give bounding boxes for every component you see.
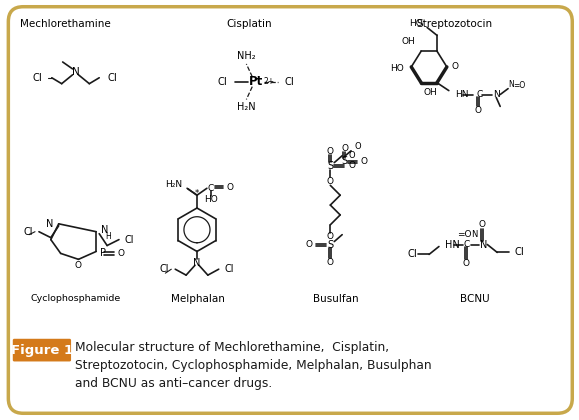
Text: Cl: Cl [218,77,228,87]
Text: Molecular structure of Mechlorethamine,  Cisplatin,
Streptozotocin, Cyclophospha: Molecular structure of Mechlorethamine, … [75,341,432,390]
Text: C: C [463,240,470,249]
Text: O: O [348,161,355,170]
Text: C: C [208,184,214,193]
Text: *: * [195,189,199,198]
Text: N: N [193,258,201,268]
Text: N: N [508,80,514,89]
Text: Cl: Cl [32,73,42,83]
Text: H: H [105,232,111,241]
Text: P: P [100,248,106,258]
Text: O: O [475,106,482,115]
Text: C: C [477,90,483,99]
Text: HN: HN [455,90,468,99]
Text: Cl: Cl [225,264,234,274]
Text: Melphalan: Melphalan [171,294,225,304]
Text: N: N [101,225,108,235]
Text: O: O [361,157,368,166]
Text: OH: OH [423,88,437,97]
Text: H₂N: H₂N [165,180,182,189]
FancyBboxPatch shape [8,7,572,413]
Text: Cisplatin: Cisplatin [226,19,272,29]
Text: HO: HO [409,19,423,28]
Text: N: N [46,219,54,229]
Text: O: O [118,249,125,258]
Text: O: O [327,232,334,241]
Text: Cl: Cl [24,227,33,237]
Text: N: N [471,230,478,239]
Text: O: O [348,151,355,160]
Text: O: O [342,144,349,153]
Text: O: O [226,183,233,192]
Text: Streptozotocin: Streptozotocin [417,19,493,29]
Text: O: O [479,220,486,229]
Text: Busulfan: Busulfan [313,294,359,304]
Text: Figure 1: Figure 1 [11,344,73,357]
Text: Cyclophosphamide: Cyclophosphamide [30,294,120,303]
Text: S: S [341,156,347,165]
Text: O: O [75,261,82,270]
Text: Cl: Cl [515,247,525,257]
Text: S: S [327,239,334,249]
FancyBboxPatch shape [13,339,71,362]
Text: Mechlorethamine: Mechlorethamine [20,19,111,29]
Text: S: S [327,160,334,171]
Text: N: N [479,239,487,249]
Text: NH₂: NH₂ [237,51,256,61]
Text: O: O [327,258,334,267]
Text: HN: HN [445,239,460,249]
Text: O: O [462,259,469,268]
Text: N: N [493,90,500,99]
Text: Cl: Cl [107,73,117,83]
Text: =O: =O [513,81,525,90]
Text: BCNU: BCNU [460,294,489,304]
Text: O: O [355,142,362,151]
Text: OH: OH [401,37,415,46]
Text: HO: HO [390,64,404,74]
Text: =O: =O [457,230,471,239]
Text: 2+: 2+ [263,77,274,86]
Text: H₂N: H₂N [237,102,256,113]
Text: O: O [327,177,334,186]
Text: O: O [306,240,313,249]
Text: Cl: Cl [408,249,417,260]
Text: O: O [452,63,459,71]
Text: HO: HO [204,194,218,204]
Text: Cl: Cl [285,77,295,87]
Text: Cl: Cl [160,264,169,274]
Text: Cl: Cl [125,235,134,244]
Text: O: O [327,147,334,156]
Text: N: N [72,67,79,77]
Text: Pt: Pt [249,75,263,88]
